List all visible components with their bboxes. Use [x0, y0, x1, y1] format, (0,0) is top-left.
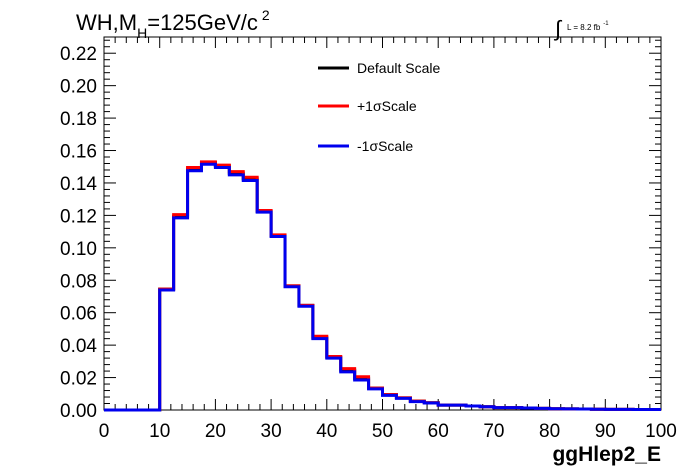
y-tick-label: 0.00 [60, 401, 97, 422]
x-tick-label: 0 [99, 421, 110, 442]
x-tick-label: 10 [149, 421, 170, 442]
y-tick-label: 0.02 [60, 369, 97, 390]
legend-label: Default Scale [357, 60, 440, 76]
title-rest: =125GeV/c [147, 10, 258, 35]
title-superscript: 2 [262, 7, 270, 23]
y-tick-label: 0.04 [60, 336, 97, 357]
series-lines [104, 160, 661, 412]
y-tick-label: 0.08 [60, 271, 97, 292]
y-tick-label: 0.22 [60, 44, 97, 65]
y-tick-label: 0.14 [60, 174, 97, 195]
series-line-minus-1sigma [104, 162, 661, 412]
lumi-superscript: -1 [603, 21, 609, 27]
y-tick-label: 0.20 [60, 77, 97, 98]
y-tick-label: 0.10 [60, 239, 97, 260]
legend-label: -1σScale [357, 138, 413, 154]
y-axis-ticks: 0.00 0.02 0.04 0.06 0.08 0.10 0.12 0.14 0.16 0.18… [60, 39, 661, 422]
x-tick-label: 70 [483, 421, 504, 442]
lumi-label: ∫ L = 8.2 fb -1 [553, 16, 609, 41]
y-tick-label: 0.06 [60, 304, 97, 325]
x-tick-label: 100 [645, 421, 677, 442]
legend-label: +1σScale [357, 98, 417, 114]
legend: Default Scale +1σScale -1σScale [318, 60, 440, 154]
lumi-text: L = 8.2 fb -1 [567, 21, 609, 32]
chart-title: WH,MH=125GeV/c 2 [76, 7, 270, 41]
x-tick-label: 80 [539, 421, 560, 442]
x-axis-ticks: 0 10 20 30 40 50 60 70 80 90 100 [99, 37, 677, 442]
integral-sign: ∫ [553, 16, 563, 41]
y-tick-label: 0.18 [60, 109, 97, 130]
x-tick-label: 20 [205, 421, 226, 442]
x-tick-label: 40 [316, 421, 337, 442]
x-axis-label: ggHlep2_E [552, 443, 661, 466]
x-tick-label: 30 [261, 421, 282, 442]
title-subscript: H [137, 25, 147, 41]
y-tick-label: 0.12 [60, 206, 97, 227]
x-tick-label: 90 [595, 421, 616, 442]
y-tick-label: 0.16 [60, 142, 97, 163]
plot-frame [103, 36, 662, 411]
x-tick-label: 50 [372, 421, 393, 442]
x-tick-label: 60 [428, 421, 449, 442]
